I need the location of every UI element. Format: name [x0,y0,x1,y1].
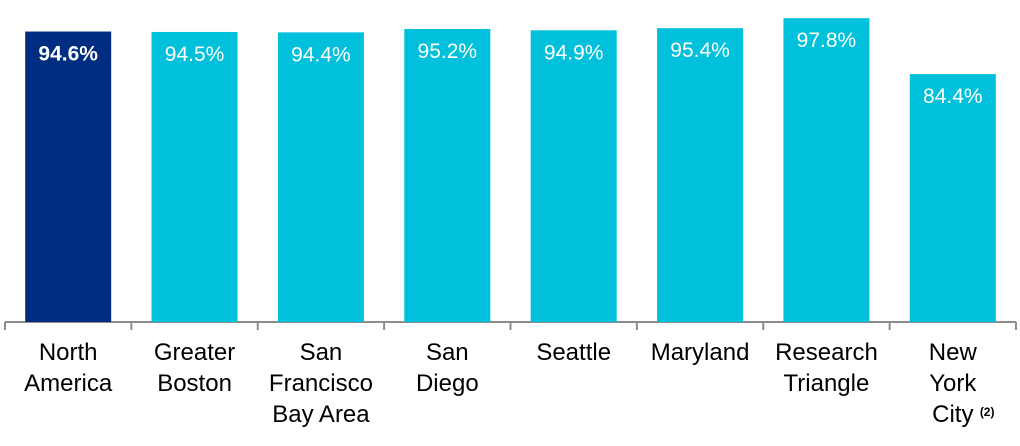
bar [783,18,870,322]
bar [657,28,744,323]
bar [530,30,617,323]
x-tick-label: Maryland [650,339,750,366]
value-label: 94.6% [38,43,98,66]
value-label: 94.4% [291,43,351,66]
x-tick-label: Seattle [536,339,612,366]
x-tick-label: Greater Boston [153,339,236,397]
value-label: 94.5% [165,43,225,66]
value-label: 94.9% [544,41,604,64]
x-tick-label: Research Triangle [775,339,878,397]
x-tick-label: North America [24,339,113,397]
bar [25,31,112,322]
x-tick-label: San Diego [415,339,479,397]
value-label: 97.8% [797,29,857,52]
bar [404,29,491,322]
x-tick-label: New York City [928,339,977,428]
value-label: 95.4% [670,39,730,62]
value-label: 95.2% [418,40,478,63]
bar [277,32,364,322]
bar [151,31,238,322]
footnote-mark: (2) [979,405,995,419]
value-label: 84.4% [923,85,983,108]
bar [909,74,996,322]
x-tick-label: San Francisco Bay Area [268,339,373,428]
